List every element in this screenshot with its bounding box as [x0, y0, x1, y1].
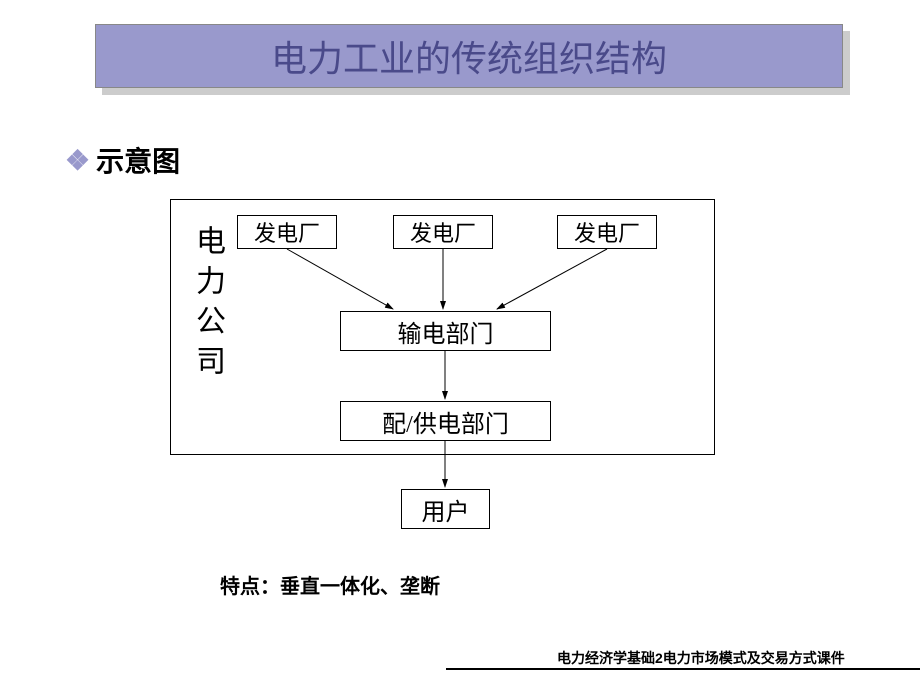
- node-transmission-label: 输电部门: [398, 314, 494, 349]
- footer-separator-line: [446, 668, 920, 670]
- node-user: 用户: [401, 489, 490, 529]
- node-plant-3-label: 发电厂: [574, 216, 640, 248]
- subtitle: ❖ 示意图: [65, 140, 180, 180]
- feature-text: 垂直一体化、垄断: [280, 576, 440, 598]
- node-plant-1: 发电厂: [237, 215, 337, 249]
- footer-text: 电力经济学基础2电力市场模式及交易方式课件: [557, 648, 845, 668]
- node-distribution-label: 配/供电部门: [382, 404, 509, 439]
- node-plant-3: 发电厂: [557, 215, 657, 249]
- feature-line: 特点：垂直一体化、垄断: [220, 570, 440, 599]
- node-plant-2: 发电厂: [393, 215, 493, 249]
- node-plant-2-label: 发电厂: [410, 216, 476, 248]
- node-user-label: 用户: [422, 492, 470, 527]
- slide-title-bar: 电力工业的传统组织结构: [95, 24, 843, 88]
- subtitle-text: 示意图: [96, 140, 180, 180]
- diamond-bullet-icon: ❖: [65, 144, 90, 177]
- node-transmission: 输电部门: [340, 311, 551, 351]
- feature-label: 特点：: [220, 576, 280, 598]
- slide-title-text: 电力工业的传统组织结构: [271, 30, 667, 82]
- node-distribution: 配/供电部门: [340, 401, 551, 441]
- company-vertical-label: 电力公司: [185, 225, 229, 385]
- node-plant-1-label: 发电厂: [254, 216, 320, 248]
